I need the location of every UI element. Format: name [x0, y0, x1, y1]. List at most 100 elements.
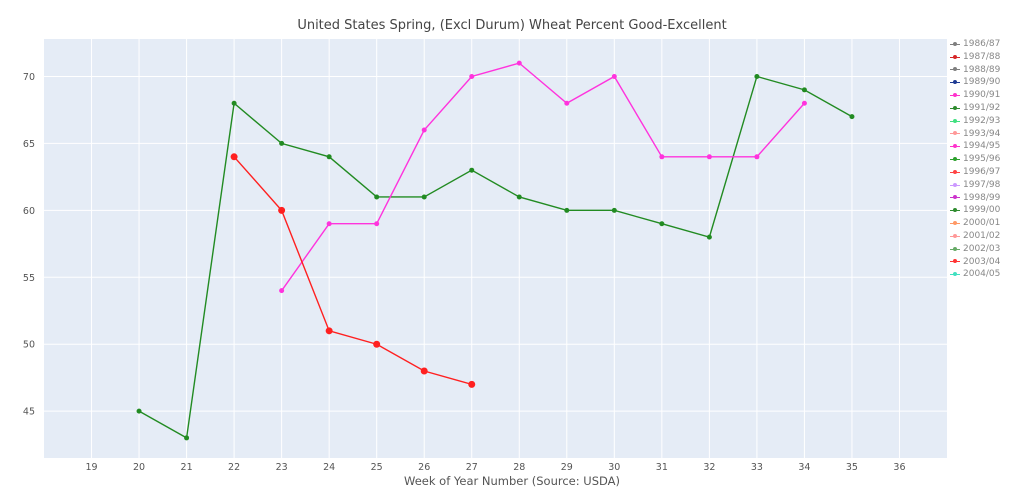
legend-item[interactable]: 1992/93 [950, 115, 1024, 128]
legend-item[interactable]: 1998/99 [950, 192, 1024, 205]
data-point[interactable] [374, 221, 380, 227]
data-point[interactable] [611, 207, 617, 213]
data-point[interactable] [516, 60, 522, 66]
data-point[interactable] [421, 194, 427, 200]
data-point[interactable] [230, 153, 238, 161]
legend-item[interactable]: 1997/98 [950, 179, 1024, 192]
legend-item[interactable]: 2003/04 [950, 256, 1024, 269]
legend-label: 1999/00 [963, 205, 1001, 216]
x-tick-label: 35 [846, 462, 858, 473]
legend-swatch [950, 272, 960, 277]
x-tick-label: 27 [466, 462, 478, 473]
legend-item[interactable]: 2000/01 [950, 217, 1024, 230]
x-tick-label: 21 [181, 462, 193, 473]
data-point[interactable] [279, 140, 285, 146]
legend-label: 2003/04 [963, 256, 1001, 267]
legend-item[interactable]: 1989/90 [950, 76, 1024, 89]
x-tick-label: 32 [703, 462, 715, 473]
legend-item[interactable]: 2002/03 [950, 243, 1024, 256]
legend-label: 1993/94 [963, 128, 1001, 139]
x-tick-label: 24 [323, 462, 335, 473]
x-tick-label: 28 [513, 462, 525, 473]
x-tick-label: 31 [656, 462, 668, 473]
data-point[interactable] [754, 154, 760, 160]
legend-item[interactable]: 2004/05 [950, 268, 1024, 281]
series-line[interactable] [281, 62, 805, 292]
legend-swatch [950, 182, 960, 187]
data-point[interactable] [279, 288, 285, 294]
series-line[interactable] [233, 156, 472, 386]
legend-item[interactable]: 2001/02 [950, 230, 1024, 243]
data-point[interactable] [849, 114, 855, 120]
data-point[interactable] [564, 207, 570, 213]
data-point[interactable] [611, 73, 617, 79]
legend-swatch [950, 93, 960, 98]
data-point[interactable] [659, 221, 665, 227]
legend-swatch [950, 169, 960, 174]
y-tick-label: 50 [23, 340, 35, 351]
legend-item[interactable]: 1993/94 [950, 128, 1024, 141]
legend-label: 1990/91 [963, 90, 1001, 101]
data-point[interactable] [801, 87, 807, 93]
data-point[interactable] [706, 154, 712, 160]
legend-swatch [950, 208, 960, 213]
series-1[interactable] [279, 60, 807, 294]
data-point[interactable] [325, 327, 333, 335]
legend-swatch [950, 118, 960, 123]
grid-lines [44, 39, 947, 458]
data-point[interactable] [326, 154, 332, 160]
legend-item[interactable]: 1999/00 [950, 204, 1024, 217]
legend-item[interactable]: 1996/97 [950, 166, 1024, 179]
data-point[interactable] [659, 154, 665, 160]
x-tick-label: 23 [276, 462, 288, 473]
legend-label: 1991/92 [963, 102, 1001, 113]
legend-item[interactable]: 1986/87 [950, 38, 1024, 51]
x-tick-label: 33 [751, 462, 763, 473]
x-axis-title: Week of Year Number (Source: USDA) [404, 474, 620, 488]
legend-item[interactable]: 1991/92 [950, 102, 1024, 115]
x-tick-label: 19 [85, 462, 97, 473]
legend-label: 1994/95 [963, 141, 1001, 152]
legend-item[interactable]: 1990/91 [950, 89, 1024, 102]
legend-swatch [950, 67, 960, 72]
legend-swatch [950, 144, 960, 149]
legend-label: 1995/96 [963, 154, 1001, 165]
data-point[interactable] [564, 100, 570, 106]
legend-swatch [950, 131, 960, 136]
legend-swatch [950, 54, 960, 59]
data-point[interactable] [469, 73, 475, 79]
legend-item[interactable]: 1988/89 [950, 64, 1024, 77]
data-point[interactable] [706, 234, 712, 240]
data-point[interactable] [516, 194, 522, 200]
data-point[interactable] [374, 194, 380, 200]
legend-swatch [950, 41, 960, 46]
x-tick-label: 20 [133, 462, 145, 473]
data-point[interactable] [468, 380, 476, 388]
data-point[interactable] [421, 127, 427, 133]
plot-background [44, 39, 947, 458]
data-point[interactable] [754, 73, 760, 79]
x-tick-label: 26 [418, 462, 430, 473]
legend-item[interactable]: 1987/88 [950, 51, 1024, 64]
data-point[interactable] [420, 367, 428, 375]
y-tick-label: 55 [23, 273, 35, 284]
data-point[interactable] [469, 167, 475, 173]
legend-label: 1987/88 [963, 51, 1001, 62]
data-point[interactable] [184, 435, 190, 441]
legend-label: 2004/05 [963, 269, 1001, 280]
legend-item[interactable]: 1995/96 [950, 153, 1024, 166]
legend-label: 1998/99 [963, 192, 1001, 203]
legend-label: 1989/90 [963, 77, 1001, 88]
data-point[interactable] [801, 100, 807, 106]
legend-item[interactable]: 1994/95 [950, 140, 1024, 153]
series-2[interactable] [230, 153, 476, 388]
legend-swatch [950, 259, 960, 264]
data-point[interactable] [278, 206, 286, 214]
data-point[interactable] [136, 408, 142, 414]
legend-swatch [950, 157, 960, 162]
data-point[interactable] [373, 340, 381, 348]
data-point[interactable] [231, 100, 237, 106]
chart-title: United States Spring, (Excl Durum) Wheat… [297, 18, 727, 33]
data-point[interactable] [326, 221, 332, 227]
